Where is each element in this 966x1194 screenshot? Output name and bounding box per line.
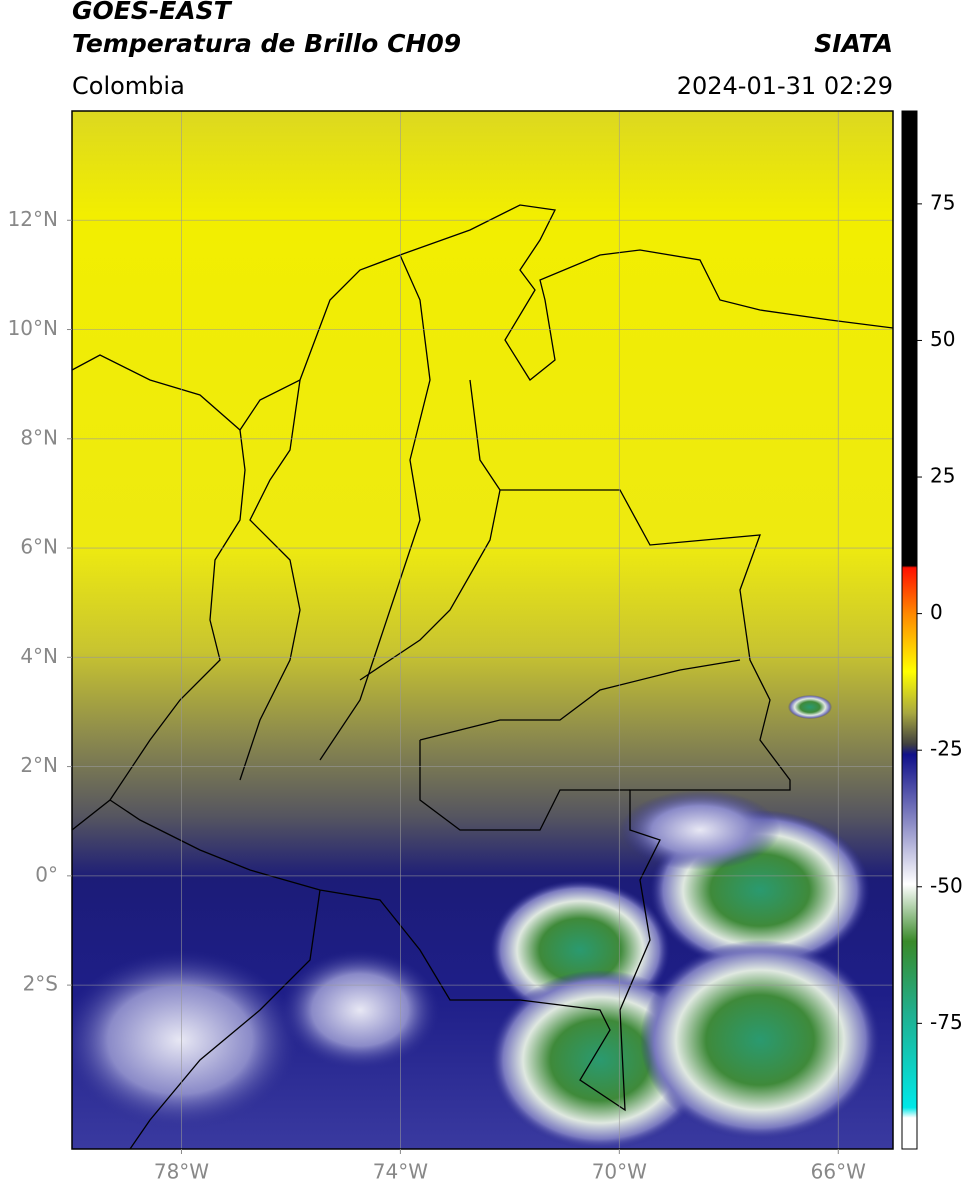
lat-tick-label: 6°N [20,535,58,559]
lat-tick-label: 4°N [20,644,58,668]
lat-tick-label: 10°N [8,316,58,340]
colorbar-tick-label: 25 [930,464,955,488]
subtitle: Temperatura de Brillo CH09 [72,29,461,58]
lon-tick-label: 78°W [154,1160,209,1184]
lon-tick-label: 66°W [811,1160,866,1184]
colorbar-tick-label: 50 [930,327,955,351]
colorbar-tick-label: -75 [930,1010,963,1034]
lat-tick-label: 0° [35,862,58,886]
colorbar-tick-label: 75 [930,190,955,214]
lon-tick-label: 74°W [373,1160,428,1184]
title: GOES-EAST [72,0,233,25]
lat-tick-label: 2°S [23,972,58,996]
colorbar-tick-label: 0 [930,600,943,624]
lon-tick-label: 70°W [592,1160,647,1184]
colorbar [901,110,918,1150]
colorbar-tick-label: -50 [930,873,963,897]
source: SIATA [814,29,893,58]
region: Colombia [72,72,185,100]
satellite-image [72,111,893,1149]
lat-tick-label: 2°N [20,753,58,777]
lat-tick-label: 12°N [8,207,58,231]
colorbar-tick-label: -25 [930,737,963,761]
map-frame [71,110,894,1150]
datetime: 2024-01-31 02:29 [677,72,893,100]
lat-tick-label: 8°N [20,425,58,449]
